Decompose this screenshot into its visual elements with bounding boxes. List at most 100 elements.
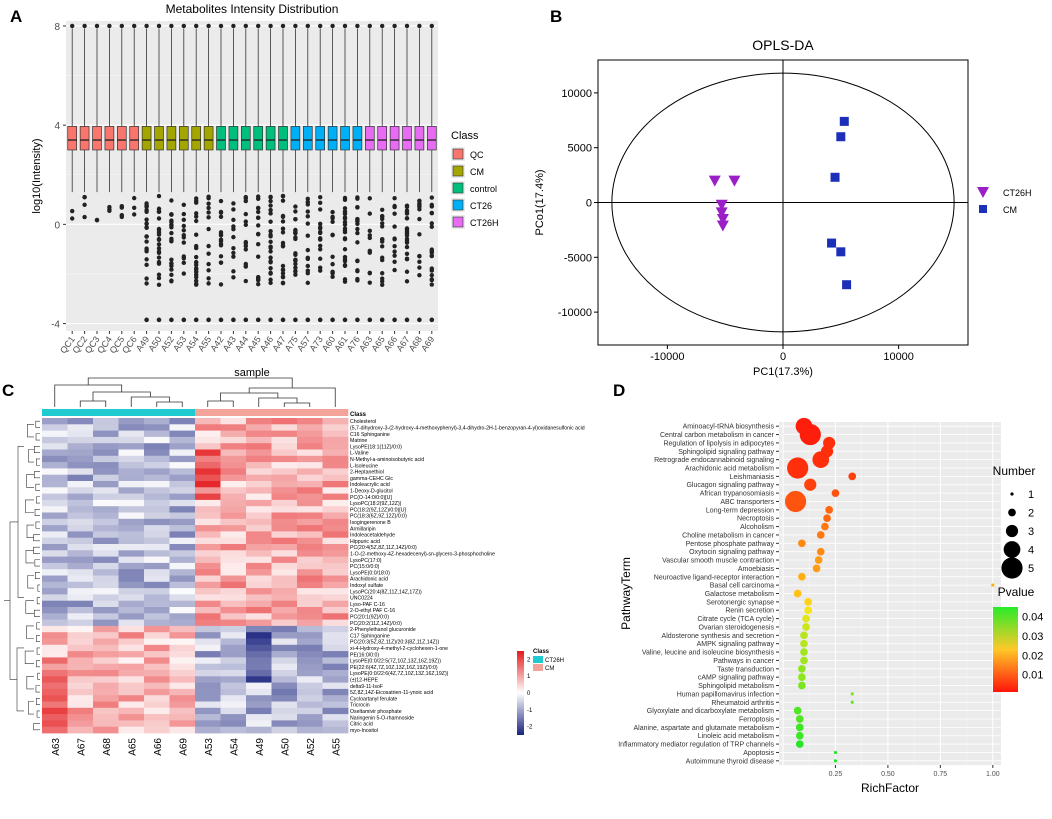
- outlier-point: [380, 244, 385, 249]
- heatmap-cell: [195, 556, 221, 564]
- outlier-point: [243, 317, 249, 323]
- heatmap-cell: [271, 481, 298, 488]
- bubble-point: [800, 648, 808, 656]
- dendro-link: [26, 524, 34, 538]
- outlier-point: [380, 207, 385, 212]
- box-A45: [253, 23, 264, 323]
- heatmap-cell: [322, 619, 349, 627]
- heatmap-cell: [246, 531, 272, 539]
- heatmap-cell: [93, 518, 119, 526]
- row-label: myo-Inositol: [350, 728, 378, 734]
- outlier-point: [268, 317, 273, 323]
- outlier-point: [256, 215, 261, 221]
- outlier-point: [268, 228, 273, 234]
- outlier-point: [392, 249, 397, 254]
- heatmap-cell: [271, 714, 298, 721]
- heatmap-cell: [271, 569, 298, 576]
- heatmap-cell: [195, 424, 221, 431]
- column-label: A53: [204, 738, 215, 756]
- box-body: [104, 126, 115, 151]
- heatmap-cell: [169, 651, 196, 658]
- heatmap-cell: [246, 424, 272, 431]
- heatmap-cell: [271, 720, 298, 728]
- outlier-point: [231, 201, 236, 206]
- pathway-label: Retrograde endocannabinoid signaling: [654, 457, 774, 464]
- outlier-point: [355, 230, 360, 236]
- outlier-point: [404, 244, 410, 250]
- heatmap-cell: [67, 670, 94, 677]
- outlier-point: [293, 265, 298, 270]
- box-A65: [377, 23, 388, 323]
- y-tick-label: 0: [586, 198, 592, 210]
- heatmap-cell: [118, 688, 145, 696]
- class-bar-cell: [195, 409, 221, 416]
- class-bar-cell: [246, 409, 272, 416]
- heatmap-cell: [67, 594, 94, 602]
- legend-swatch-CM: [452, 165, 464, 177]
- heatmap-cell: [118, 481, 145, 488]
- heatmap-cell: [144, 588, 170, 595]
- box-body: [414, 126, 425, 151]
- heatmap-cell: [246, 575, 272, 583]
- heatmap-cell: [220, 619, 247, 627]
- outlier-point: [132, 23, 137, 29]
- bubble-point: [833, 759, 838, 763]
- heatmap-cell: [144, 607, 170, 614]
- legend-label-CT26: CT26: [470, 201, 492, 211]
- heatmap-cell: [220, 644, 247, 652]
- box-A63: [364, 23, 375, 323]
- box-A60: [327, 23, 338, 323]
- outlier-point: [280, 244, 286, 249]
- row-label: 5Z,8Z,14Z-Eicosatrien-11-ynoic acid: [350, 690, 433, 696]
- heatmap-cell: [195, 701, 221, 709]
- outlier-point: [280, 275, 286, 280]
- outlier-point: [206, 201, 211, 206]
- heatmap-cell: [220, 430, 247, 438]
- heatmap-cell: [93, 506, 119, 513]
- dendro-link: [33, 723, 40, 731]
- box-body: [352, 126, 363, 151]
- heatmap-cell: [246, 594, 272, 602]
- panel-c: CClassCholesterol(5,7-dihydroxy-3-(2-hyd…: [2, 377, 585, 756]
- heatmap-cell: [271, 600, 298, 608]
- pathway-label: Citrate cycle (TCA cycle): [697, 616, 774, 623]
- outlier-point: [156, 242, 162, 247]
- outlier-point: [318, 221, 323, 227]
- heatmap-cell: [42, 714, 68, 721]
- heatmap-cell: [271, 424, 298, 431]
- heatmap-cell: [195, 651, 221, 658]
- heatmap-cell: [271, 449, 298, 457]
- point-CT26H: [728, 175, 741, 187]
- heatmap-cell: [220, 462, 247, 469]
- dendro-link: [36, 647, 40, 655]
- heatmap-cell: [297, 443, 323, 450]
- outlier-point: [429, 317, 435, 323]
- heatmap-cell: [144, 449, 170, 457]
- heatmap-cell: [67, 701, 94, 709]
- heatmap-cell: [322, 499, 349, 507]
- row-label: xi-4-Hydroxy-4-methyl-2-cyclohexen-1-one: [350, 646, 448, 652]
- class-bar-cell: [144, 409, 170, 416]
- heatmap-cell: [169, 676, 196, 683]
- outlier-point: [293, 252, 298, 257]
- heatmap-cell: [195, 481, 221, 488]
- heatmap-cell: [144, 726, 170, 734]
- outlier-point: [268, 203, 273, 208]
- heatmap-cell: [246, 550, 272, 557]
- bubble-point: [795, 740, 804, 748]
- heatmap-cell: [271, 663, 298, 671]
- heatmap-cell: [271, 436, 298, 444]
- heatmap-cell: [246, 619, 272, 627]
- bubble-point: [850, 692, 854, 696]
- heatmap-cell: [220, 695, 247, 702]
- pathway-label: Alanine, aspartate and glutamate metabol…: [634, 725, 775, 732]
- heatmap-cell: [67, 632, 94, 639]
- heatmap-cell: [93, 695, 119, 702]
- heatmap-cell: [67, 575, 94, 583]
- size-legend-label: 2: [1028, 508, 1034, 520]
- heatmap-cell: [42, 550, 68, 557]
- outlier-point: [429, 210, 434, 216]
- outlier-point: [156, 317, 162, 323]
- outlier-point: [429, 221, 434, 226]
- heatmap-cell: [67, 663, 94, 671]
